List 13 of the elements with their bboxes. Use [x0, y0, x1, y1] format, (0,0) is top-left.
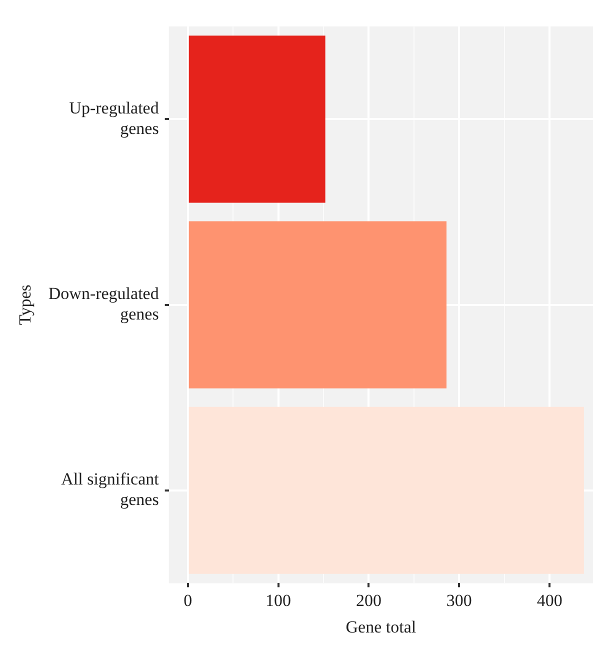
y-tick-label: Down-regulated genes: [48, 284, 160, 324]
x-tick-label: 400: [536, 590, 562, 610]
x-tick-label: 0: [184, 590, 192, 610]
x-tick-label: 300: [446, 590, 472, 610]
y-tick-label: Up-regulated genes: [69, 98, 160, 138]
x-axis-title: Gene total: [346, 617, 416, 636]
y-axis-title: Types: [16, 284, 35, 325]
x-tick-label: 100: [266, 590, 292, 610]
x-tick-label: 200: [356, 590, 382, 610]
y-tick-label: All significant genes: [61, 470, 160, 510]
bar: [188, 406, 584, 574]
bar: [188, 36, 326, 203]
bar: [188, 221, 446, 388]
